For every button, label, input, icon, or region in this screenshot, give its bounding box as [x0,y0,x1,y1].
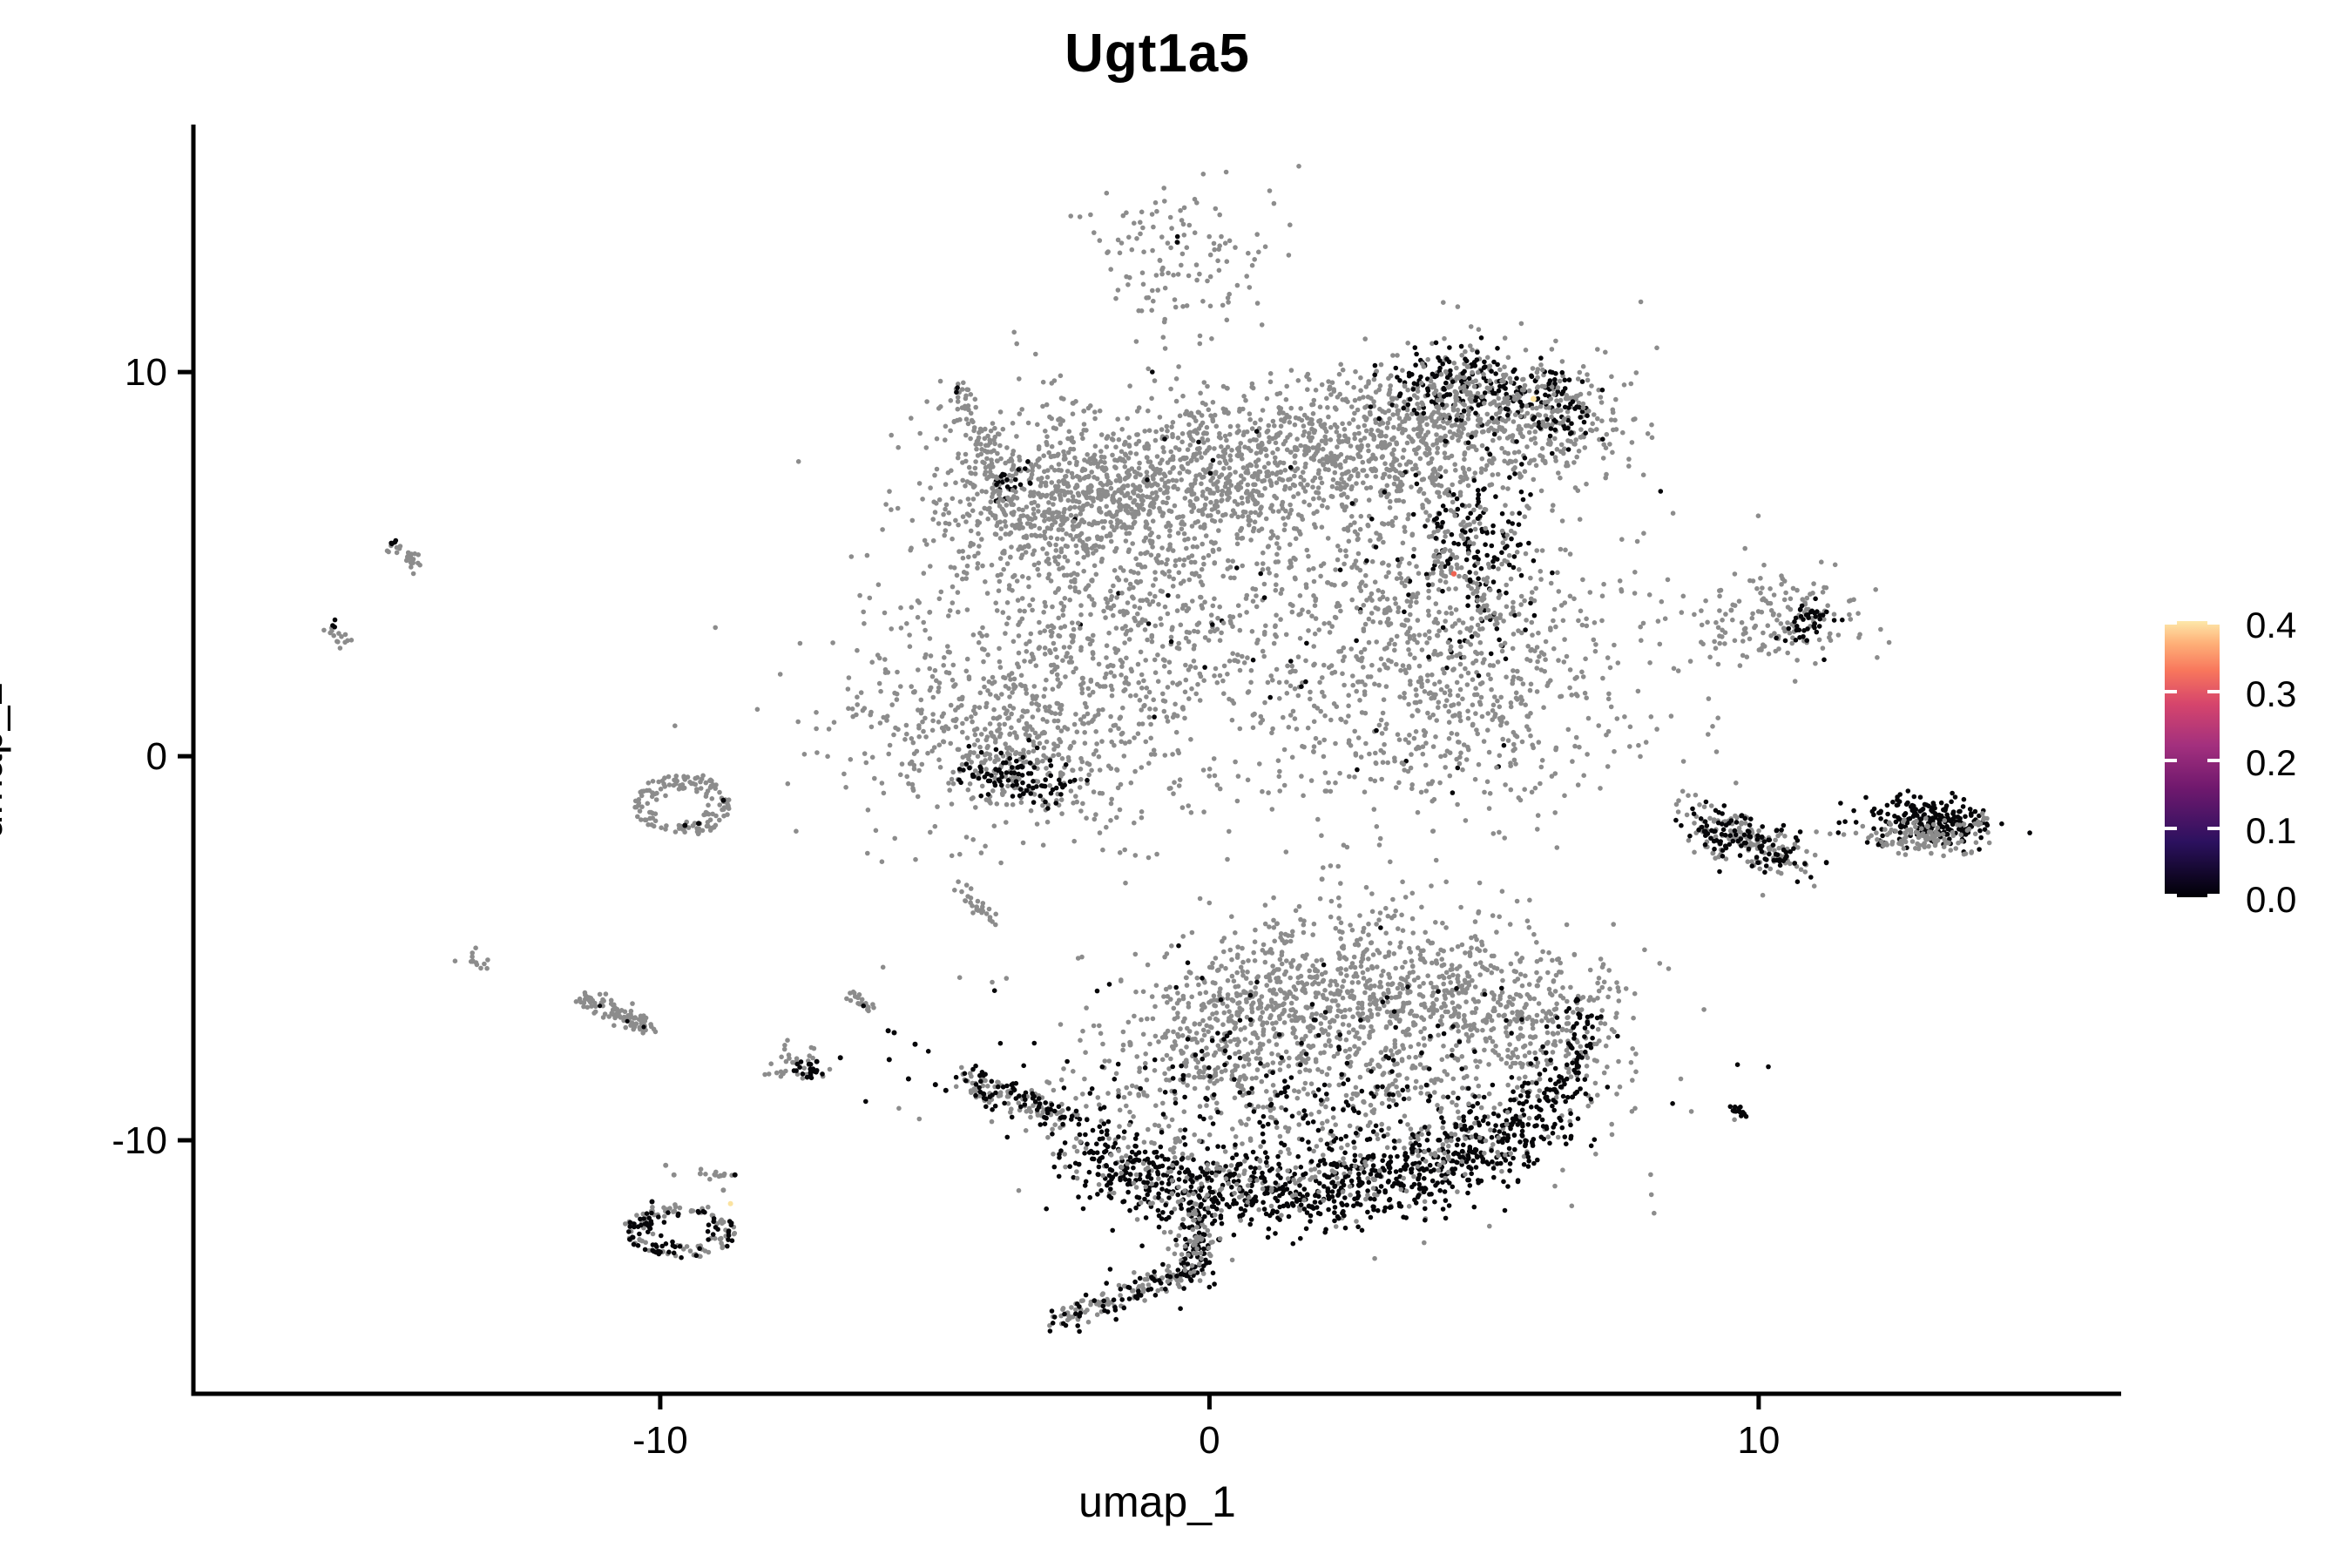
y-tick-label: -10 [112,1119,167,1162]
colorbar-tick-notch [2207,894,2220,897]
colorbar-tick-label: 0.0 [2246,879,2297,920]
axes: 10 0 -10 -10 0 10 [112,125,2121,1462]
colorbar-tick-notch [2207,758,2220,762]
x-tick-label: 10 [1737,1419,1780,1462]
colorbar-tick-notch [2165,621,2177,625]
y-tick-label: 0 [146,735,167,778]
colorbar-tick-label: 0.3 [2246,672,2297,714]
colorbar-tick-notch [2165,894,2177,897]
x-tick-label: -10 [632,1419,688,1462]
colorbar-legend: 0.4 0.3 0.2 0.1 0.0 [2165,607,2296,918]
colorbar-tick-label: 0.1 [2246,810,2297,852]
scatter-points [321,164,2032,1335]
colorbar-tick-notch [2165,758,2177,762]
x-axis-title: umap_1 [1078,1477,1236,1526]
colorbar-tick-label: 0.4 [2246,605,2297,645]
colorbar-tick-notch [2207,621,2220,625]
colorbar-tick-notch [2165,827,2177,831]
y-tick-label: 10 [125,351,167,394]
colorbar-tick-notch [2165,689,2177,693]
colorbar-tick-label: 0.2 [2246,741,2297,783]
chart-title: Ugt1a5 [1064,24,1250,84]
colorbar-tick-notch [2207,689,2220,693]
x-tick-label: 0 [1199,1419,1220,1462]
y-axis-title-text: umap_2 [0,681,11,839]
colorbar-tick-notch [2207,827,2220,831]
